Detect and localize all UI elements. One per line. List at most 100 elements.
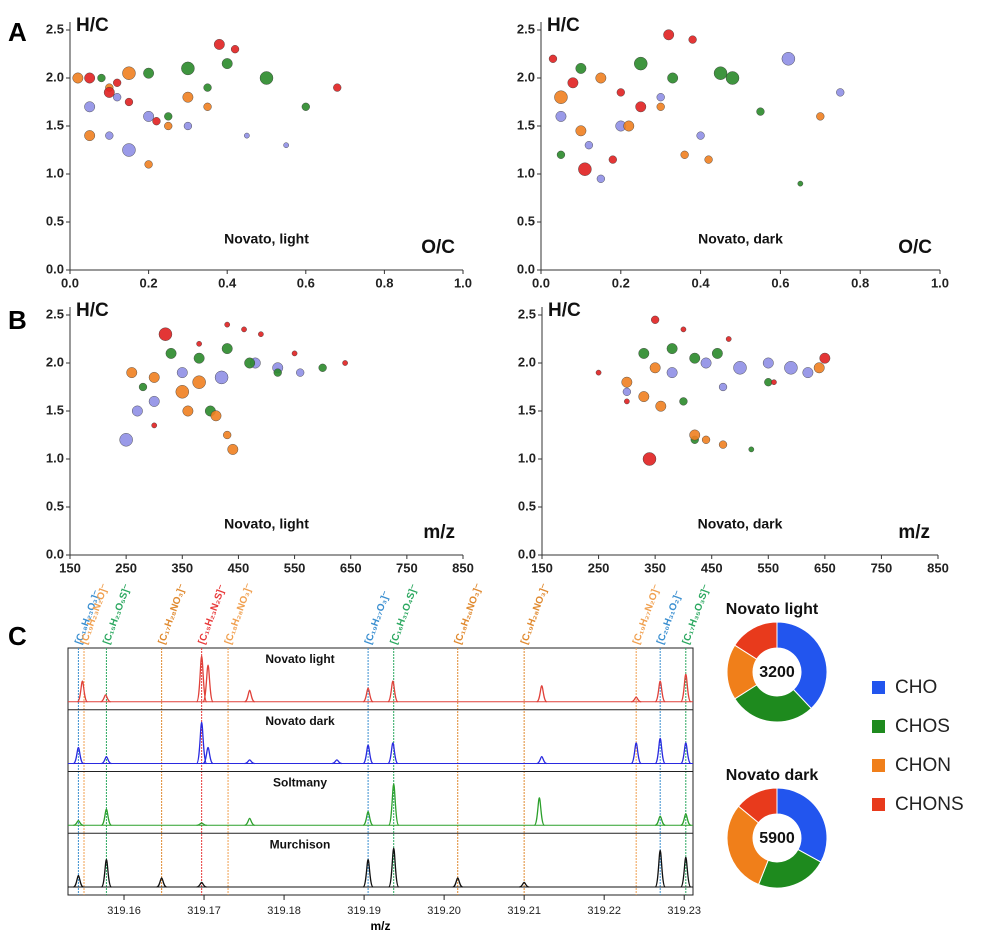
formula-label: [C₁₉H₂₇O₃]⁻ xyxy=(363,590,392,646)
legend-swatch xyxy=(872,798,885,811)
point xyxy=(143,67,155,79)
y-tick-label: 0.0 xyxy=(46,546,64,561)
point xyxy=(813,362,825,374)
peak xyxy=(244,689,255,703)
point xyxy=(567,77,579,89)
point xyxy=(622,387,631,396)
point xyxy=(126,367,138,378)
pie-total: 5900 xyxy=(759,830,795,847)
peak xyxy=(654,680,666,703)
point xyxy=(103,87,115,98)
point xyxy=(696,131,705,140)
formula-label: [C₂₀H₃₁O₂]⁻ xyxy=(655,589,685,646)
point xyxy=(634,56,648,71)
point xyxy=(718,382,728,392)
point xyxy=(701,435,711,444)
y-tick-label: 1.0 xyxy=(518,450,536,465)
point xyxy=(802,367,814,378)
peak xyxy=(630,742,642,765)
point xyxy=(651,315,660,324)
x-tick-label: 319.17 xyxy=(187,905,221,917)
legend-label: CHON xyxy=(895,755,951,776)
formula-label: [C₁₉H₂₈NO₃]⁻ xyxy=(519,582,551,646)
x-tick-label: 319.18 xyxy=(267,905,301,917)
point xyxy=(689,352,701,364)
point xyxy=(333,83,342,92)
peak xyxy=(631,696,642,703)
y-tick-label: 1.0 xyxy=(517,165,535,180)
x-tick-label: 250 xyxy=(115,560,137,575)
legend-swatch xyxy=(872,759,885,772)
annotation: Novato, light xyxy=(224,516,309,532)
point xyxy=(733,361,747,375)
formula-label: [C₁₈H₂₈NO₃]⁻ xyxy=(223,582,255,646)
x-tick-label: 750 xyxy=(396,560,418,575)
point xyxy=(700,357,712,369)
point xyxy=(203,83,212,92)
point xyxy=(122,66,136,80)
x-tick-label: 150 xyxy=(59,560,81,575)
y-tick-label: 1.5 xyxy=(46,117,64,132)
point xyxy=(165,347,177,359)
point xyxy=(164,121,173,131)
point xyxy=(725,71,740,85)
peak xyxy=(387,680,399,703)
pie-total: 3200 xyxy=(759,664,795,681)
point xyxy=(84,130,96,142)
point xyxy=(556,150,566,159)
peak xyxy=(452,877,463,888)
point xyxy=(554,90,568,104)
y-tick-label: 1.5 xyxy=(517,117,535,132)
x-tick-label: 0.2 xyxy=(612,275,630,290)
x-tick-label: 0.6 xyxy=(771,275,789,290)
point xyxy=(143,111,155,122)
y-tick-label: 1.5 xyxy=(518,402,536,417)
point xyxy=(224,321,230,328)
point xyxy=(203,102,212,111)
point xyxy=(273,368,282,377)
legend-swatch xyxy=(872,720,885,733)
x-tick-label: 0.8 xyxy=(851,275,869,290)
point xyxy=(623,120,635,132)
y-tick-label: 1.0 xyxy=(46,450,64,465)
peak xyxy=(536,685,548,703)
point xyxy=(784,361,798,375)
point xyxy=(124,97,134,107)
point xyxy=(244,132,250,139)
x-tick-label: 0.8 xyxy=(375,275,393,290)
point xyxy=(649,362,661,374)
peak xyxy=(654,815,666,826)
peak xyxy=(202,746,214,765)
point xyxy=(221,58,233,69)
peak xyxy=(387,742,399,765)
point xyxy=(642,452,657,466)
trace-label: Novato dark xyxy=(265,714,335,728)
point xyxy=(666,343,678,354)
peak xyxy=(76,680,89,703)
point xyxy=(119,433,133,447)
peak xyxy=(362,810,374,826)
x-tick-label: 550 xyxy=(284,560,306,575)
point xyxy=(704,155,713,164)
point xyxy=(151,422,158,429)
annotation: Novato, dark xyxy=(698,516,783,532)
point xyxy=(680,326,687,333)
point xyxy=(621,376,633,388)
x-tick-label: 850 xyxy=(452,560,474,575)
point xyxy=(575,63,587,74)
trace-label: Murchison xyxy=(270,837,331,851)
point xyxy=(296,368,305,377)
peak xyxy=(196,655,208,703)
x-tick-label: 0.6 xyxy=(297,275,315,290)
point xyxy=(221,343,233,354)
peak xyxy=(73,820,84,826)
panel-label: C xyxy=(8,621,27,651)
y-tick-label: 2.0 xyxy=(517,69,535,84)
point xyxy=(283,142,289,148)
formula-label: [C₁₅H₂₃N₂S]⁻ xyxy=(197,583,229,646)
x-tick-label: 1.0 xyxy=(454,275,472,290)
y-tick-label: 0.5 xyxy=(46,498,64,513)
point xyxy=(223,430,232,440)
point xyxy=(713,66,728,80)
point xyxy=(213,39,225,50)
